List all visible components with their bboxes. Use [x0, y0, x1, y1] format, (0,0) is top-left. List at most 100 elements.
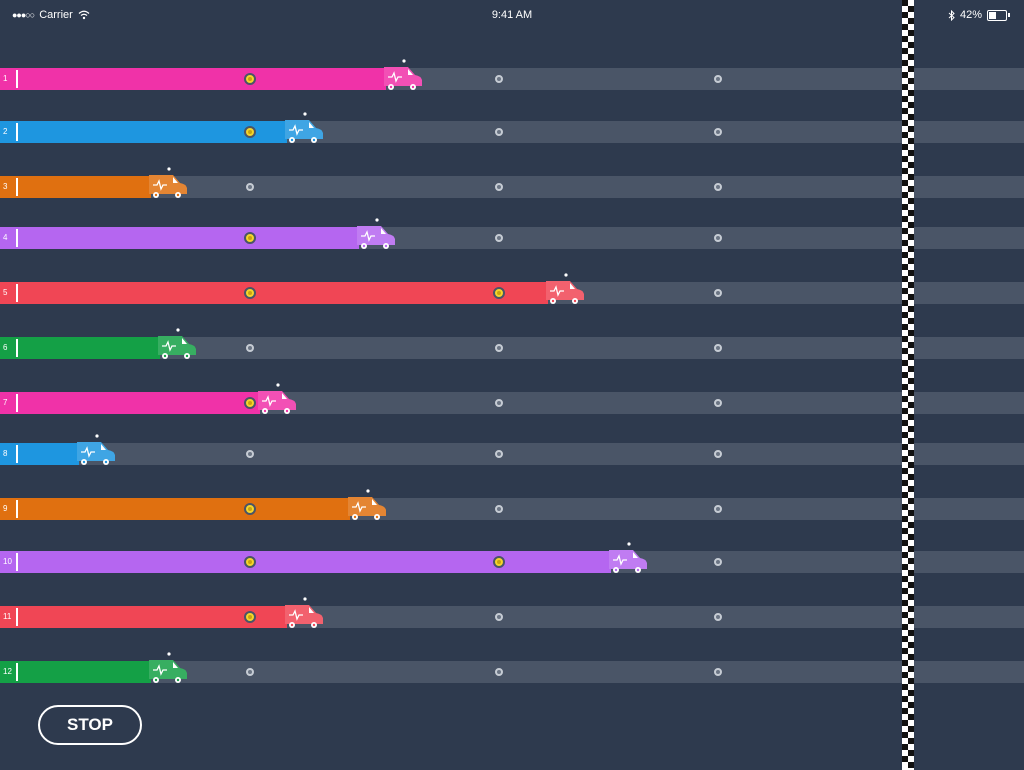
lane-number: 5 [0, 282, 16, 304]
start-line [16, 123, 18, 141]
race-lane: 10 [0, 542, 1024, 573]
checkpoint-icon [712, 666, 724, 678]
lane-number: 9 [0, 498, 16, 520]
lane-track [0, 176, 1024, 198]
checkpoint-reached-icon [244, 556, 256, 568]
checkpoint-icon [712, 611, 724, 623]
checkpoint-icon [712, 232, 724, 244]
progress-trail [0, 282, 548, 304]
checkpoint-icon [493, 611, 505, 623]
checkpoint-icon [712, 397, 724, 409]
checkpoint-icon [244, 666, 256, 678]
lane-number: 10 [0, 551, 16, 573]
checkpoint-icon [493, 232, 505, 244]
checkpoint-icon [493, 666, 505, 678]
checkpoint-icon [712, 287, 724, 299]
progress-trail [0, 392, 260, 414]
progress-trail [0, 498, 350, 520]
progress-trail [0, 551, 611, 573]
battery-level [989, 11, 996, 19]
race-lane: 6 [0, 328, 1024, 359]
checkpoint-icon [712, 126, 724, 138]
ambulance-icon [384, 59, 422, 90]
stop-button[interactable]: STOP [38, 705, 142, 745]
lane-number: 4 [0, 227, 16, 249]
checkpoint-icon [712, 448, 724, 460]
start-line [16, 178, 18, 196]
checkpoint-icon [493, 73, 505, 85]
race-lane: 8 [0, 434, 1024, 465]
progress-trail [0, 606, 287, 628]
bluetooth-icon [948, 9, 955, 21]
checkpoint-icon [712, 503, 724, 515]
battery-tip [1008, 13, 1010, 17]
checkpoint-icon [493, 181, 505, 193]
lane-track [0, 443, 1024, 465]
checkpoint-icon [493, 342, 505, 354]
start-line [16, 663, 18, 681]
checkpoint-icon [493, 503, 505, 515]
progress-trail [0, 68, 386, 90]
race-lane: 9 [0, 489, 1024, 520]
ambulance-icon [357, 218, 395, 249]
start-line [16, 608, 18, 626]
checkpoint-reached-icon [244, 73, 256, 85]
checkpoint-icon [493, 448, 505, 460]
lane-track [0, 337, 1024, 359]
race-lane: 7 [0, 383, 1024, 414]
checkpoint-reached-icon [244, 503, 256, 515]
lane-number: 11 [0, 606, 16, 628]
lane-number: 3 [0, 176, 16, 198]
status-bar: ●●●○○ Carrier 9:41 AM 42% [0, 0, 1024, 30]
progress-trail [0, 661, 151, 683]
battery-percent: 42% [959, 9, 982, 21]
start-line [16, 284, 18, 302]
race-lane: 4 [0, 218, 1024, 249]
ambulance-icon [77, 434, 115, 465]
race-lane: 3 [0, 167, 1024, 198]
race-lane: 5 [0, 273, 1024, 304]
battery-icon [987, 9, 1007, 21]
status-right: 42% [948, 9, 1010, 21]
ambulance-icon [546, 273, 584, 304]
finish-line [902, 0, 914, 770]
ambulance-icon [258, 383, 296, 414]
checkpoint-reached-icon [244, 232, 256, 244]
lane-number: 2 [0, 121, 16, 143]
status-left: ●●●○○ Carrier [12, 9, 90, 21]
start-line [16, 553, 18, 571]
carrier-label: Carrier [39, 9, 73, 21]
checkpoint-icon [244, 448, 256, 460]
progress-trail [0, 443, 79, 465]
progress-trail [0, 176, 151, 198]
lane-number: 6 [0, 337, 16, 359]
ambulance-icon [285, 597, 323, 628]
lane-number: 12 [0, 661, 16, 683]
checkpoint-reached-icon [493, 556, 505, 568]
ambulance-icon [149, 652, 187, 683]
progress-trail [0, 121, 287, 143]
start-line [16, 339, 18, 357]
race-lane: 1 [0, 59, 1024, 90]
checkpoint-icon [712, 556, 724, 568]
ambulance-icon [348, 489, 386, 520]
ambulance-icon [285, 112, 323, 143]
checkpoint-reached-icon [244, 287, 256, 299]
checkpoint-icon [493, 397, 505, 409]
checkpoint-reached-icon [244, 397, 256, 409]
checkpoint-icon [493, 126, 505, 138]
race-lane: 11 [0, 597, 1024, 628]
lane-track [0, 661, 1024, 683]
start-line [16, 500, 18, 518]
progress-trail [0, 227, 359, 249]
checkpoint-icon [712, 342, 724, 354]
race-lane: 12 [0, 652, 1024, 683]
checkpoint-reached-icon [244, 611, 256, 623]
ambulance-icon [609, 542, 647, 573]
checkpoint-icon [244, 342, 256, 354]
start-line [16, 394, 18, 412]
checkpoint-reached-icon [493, 287, 505, 299]
wifi-icon [78, 10, 90, 20]
checkpoint-reached-icon [244, 126, 256, 138]
